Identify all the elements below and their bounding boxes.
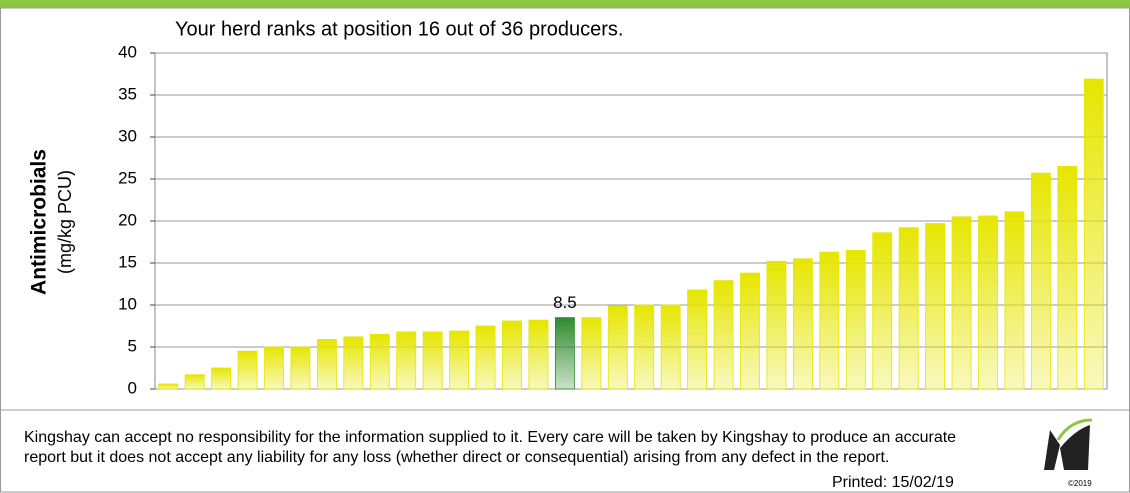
chart-title: Your herd ranks at position 16 out of 36… (175, 18, 623, 40)
bar (343, 336, 364, 390)
logo-text: ©2019 (1068, 479, 1092, 488)
bar (607, 305, 628, 390)
printed-date: Printed: 15/02/19 (832, 474, 954, 491)
bar (422, 331, 443, 390)
bar (1004, 211, 1025, 390)
bar (687, 289, 708, 390)
bar (528, 319, 549, 390)
y-tick-label: 10 (118, 294, 137, 313)
bar (396, 331, 417, 390)
y-tick-label: 15 (118, 252, 137, 271)
bar (554, 317, 575, 390)
top-band (0, 0, 1130, 8)
bar (819, 251, 840, 390)
bar (502, 320, 522, 390)
bar (237, 350, 258, 390)
bar (290, 346, 311, 390)
bar (925, 223, 946, 390)
data-label: 8.5 (553, 293, 577, 312)
bar (1030, 172, 1051, 390)
bar (158, 383, 179, 390)
logo: ©2019 (1044, 418, 1092, 488)
bar (264, 346, 284, 390)
y-axis-sublabel: (mg/kg PCU) (55, 170, 75, 274)
bar (369, 333, 390, 390)
y-tick-label: 35 (118, 84, 137, 103)
y-tick-label: 25 (118, 168, 137, 187)
bar (713, 280, 734, 390)
bar (1057, 165, 1078, 390)
bar (792, 258, 813, 390)
bar (184, 374, 205, 390)
bar (581, 317, 602, 390)
bar (951, 216, 972, 390)
bar (1083, 78, 1104, 390)
disclaimer: Kingshay can accept no responsibility fo… (24, 429, 957, 466)
y-tick-label: 0 (128, 378, 137, 397)
bar (475, 325, 496, 390)
bar (845, 249, 866, 390)
bar (316, 339, 337, 390)
bar (740, 272, 760, 390)
bar (898, 227, 919, 390)
y-tick-label: 30 (118, 126, 137, 145)
y-axis-label: Antimicrobials (28, 149, 51, 295)
bar (766, 260, 787, 390)
bar (449, 330, 470, 390)
bar (211, 367, 232, 390)
bar (660, 304, 681, 390)
bar (978, 215, 998, 390)
y-tick-label: 40 (118, 42, 137, 61)
bar (872, 232, 893, 390)
y-tick-label: 5 (128, 336, 137, 355)
bar (634, 304, 655, 390)
y-tick-label: 20 (118, 210, 137, 229)
